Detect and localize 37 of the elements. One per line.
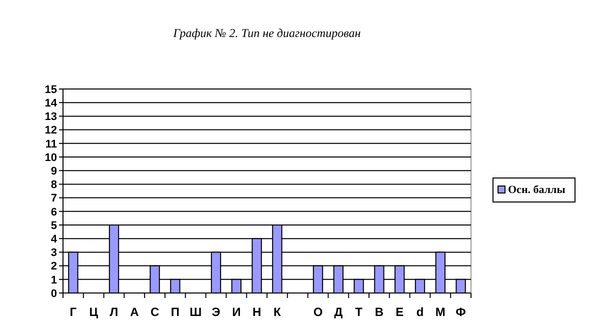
x-tick-label: К <box>274 305 282 319</box>
x-tick-label: Н <box>252 305 262 319</box>
y-tick-label: 9 <box>50 165 57 178</box>
x-tick-label: Д <box>334 305 344 319</box>
y-tick-label: 13 <box>44 111 57 124</box>
y-tick-label: 11 <box>45 138 57 150</box>
x-tick-label: Е <box>396 305 404 319</box>
legend-label: Осн. баллы <box>508 184 566 196</box>
x-tick-label: В <box>374 305 384 319</box>
chart-title: График № 2. Тип не диагностирован <box>172 26 361 40</box>
x-tick-label: А <box>130 305 140 319</box>
x-tick-label: И <box>232 305 241 319</box>
x-tick-label: Э <box>212 305 221 319</box>
y-tick-label: 14 <box>44 97 58 110</box>
y-tick-label: 3 <box>50 247 57 260</box>
y-tick-label: 15 <box>44 84 57 96</box>
y-tick-label: 8 <box>50 179 57 192</box>
x-tick-label: Т <box>355 305 364 319</box>
x-tick-label: Ц <box>89 305 98 319</box>
x-tick-label: М <box>435 305 446 319</box>
y-tick-label: 2 <box>50 260 57 273</box>
y-tick-label: 6 <box>50 206 57 218</box>
y-tick-label: 4 <box>50 233 58 246</box>
y-tick-label: 7 <box>50 192 57 205</box>
y-tick-label: 5 <box>50 220 57 232</box>
x-tick-label: О <box>313 305 323 319</box>
x-tick-label: Ф <box>456 305 466 319</box>
x-tick-label: П <box>170 305 180 319</box>
x-tick-label: Л <box>110 305 118 319</box>
y-tick-label: 10 <box>44 152 57 164</box>
y-tick-label: 0 <box>50 288 57 300</box>
y-tick-label: 12 <box>44 124 57 137</box>
x-tick-label: d <box>416 305 424 319</box>
x-tick-label: С <box>150 305 160 319</box>
x-tick-label: Ш <box>190 305 202 319</box>
y-tick-label: 1 <box>50 274 57 286</box>
x-tick-label: Г <box>70 305 77 319</box>
